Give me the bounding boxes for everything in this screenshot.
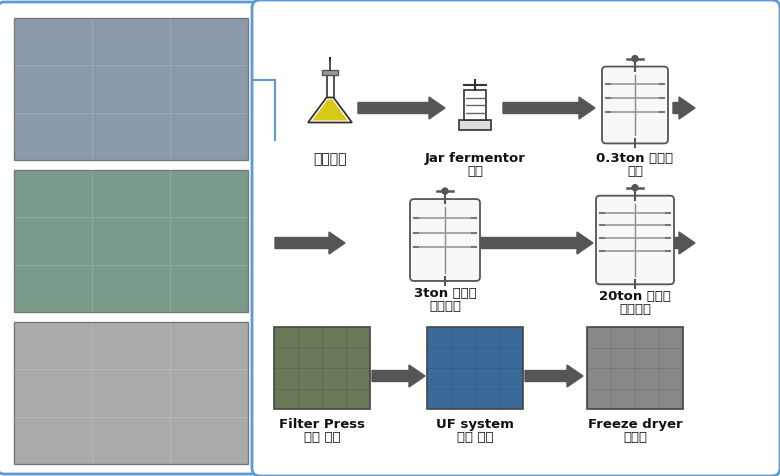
- Text: 0.3ton 발효조: 0.3ton 발효조: [597, 152, 674, 165]
- Bar: [327, 75, 334, 98]
- FancyBboxPatch shape: [0, 2, 258, 474]
- FancyArrow shape: [673, 97, 695, 119]
- Text: 대량생산: 대량생산: [619, 303, 651, 316]
- Circle shape: [442, 188, 448, 194]
- Circle shape: [632, 185, 638, 191]
- FancyArrow shape: [525, 365, 583, 387]
- Text: Filter Press: Filter Press: [279, 418, 365, 431]
- FancyArrow shape: [671, 232, 695, 254]
- FancyArrow shape: [358, 97, 445, 119]
- Bar: [14, 170, 248, 312]
- Bar: [14, 18, 248, 160]
- Text: 종균배양: 종균배양: [314, 152, 347, 166]
- Circle shape: [632, 56, 638, 61]
- Text: UF system: UF system: [436, 418, 514, 431]
- FancyArrow shape: [372, 365, 425, 387]
- FancyBboxPatch shape: [410, 199, 480, 281]
- Bar: [587, 327, 683, 409]
- Text: Jar fermentor: Jar fermentor: [424, 152, 526, 165]
- FancyBboxPatch shape: [602, 67, 668, 143]
- FancyArrow shape: [503, 97, 595, 119]
- Bar: [14, 322, 248, 464]
- Polygon shape: [308, 98, 352, 122]
- Polygon shape: [313, 99, 348, 120]
- Bar: [459, 120, 491, 130]
- FancyArrow shape: [275, 232, 345, 254]
- FancyBboxPatch shape: [596, 196, 674, 284]
- FancyArrow shape: [477, 232, 593, 254]
- Bar: [274, 327, 370, 409]
- FancyBboxPatch shape: [252, 0, 780, 476]
- Bar: [322, 70, 338, 75]
- Text: 배양: 배양: [467, 165, 483, 178]
- Text: 20ton 발효조: 20ton 발효조: [599, 290, 671, 303]
- Text: 배양: 배양: [627, 165, 643, 178]
- Text: 효소 정제: 효소 정제: [456, 431, 493, 444]
- Bar: [464, 90, 486, 120]
- Text: Freeze dryer: Freeze dryer: [587, 418, 682, 431]
- Text: 분말화: 분말화: [623, 431, 647, 444]
- Bar: [427, 327, 523, 409]
- Text: 대량생산: 대량생산: [429, 300, 461, 313]
- Text: 3ton 발효조: 3ton 발효조: [413, 287, 477, 300]
- FancyArrow shape: [275, 365, 325, 387]
- Text: 균체 분리: 균체 분리: [303, 431, 340, 444]
